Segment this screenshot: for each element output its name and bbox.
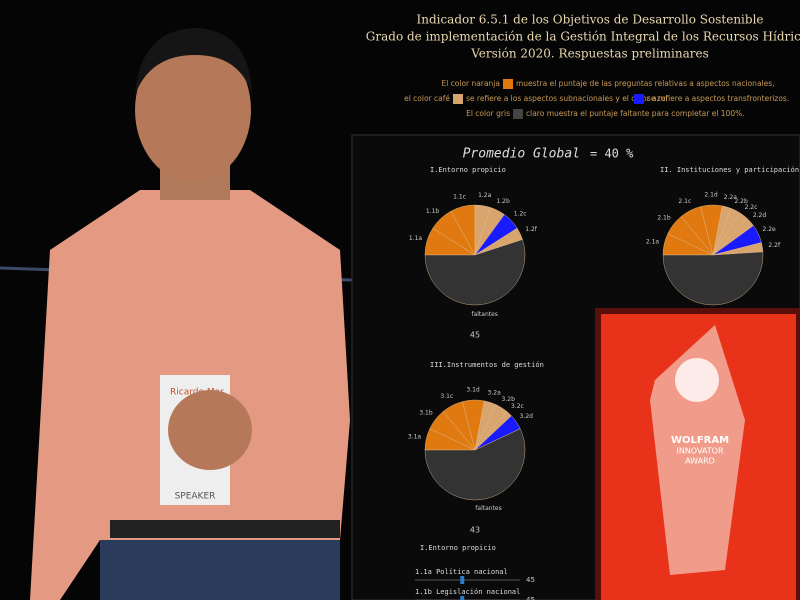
slice-label: 3.2a [488,389,502,396]
pie-title: II. Instituciones y participación [660,166,799,174]
slice-label: 2.1b [657,215,671,222]
slice-label: 1.2b [496,198,510,205]
legend-swatch [634,94,644,104]
header-line: Indicador 6.5.1 de los Objetivos de Desa… [416,13,763,27]
header-line: Versión 2020. Respuestas preliminares [470,47,709,61]
slice-label: 1.1a [409,235,423,242]
hair [135,28,252,95]
legend-text: se refiere a los aspectos subnacionales … [466,94,668,103]
crystal [650,325,745,575]
row-value: 45 [526,576,535,584]
row-slider [460,576,465,584]
pie-slice [424,428,526,501]
slice-label: 3.1c [440,393,453,400]
slice-label: 3.1d [466,387,480,394]
row-value: 45 [526,596,535,600]
slice-label: 3.2c [511,403,524,410]
legend-swatch [453,94,463,104]
slice-label: faltantes [475,505,501,512]
legend-text: El color naranja [441,79,500,88]
pie-score: 43 [470,526,480,535]
global-value: = 40 % [590,147,634,161]
slice-label: 2.2a [724,194,738,201]
legend-swatch [513,109,523,119]
slice-label: 2.1a [646,238,660,245]
slice-label: 2.2f [768,242,781,249]
hands [168,390,252,470]
slice-label: 1.2f [525,226,538,233]
legend-swatch [503,79,513,89]
slice-label: 1.2a [478,192,492,199]
pie-title: III.Instrumentos de gestión [430,361,544,369]
slice-label: faltantes [471,311,497,318]
award-text: AWARD [685,457,715,466]
legend-text: el color café [404,94,450,103]
slice-label: 2.1c [678,198,691,205]
slice-label: 1.1b [426,208,440,215]
slice-label: 2.1d [704,192,718,199]
slice-label: 3.1b [419,410,433,417]
award-text: INNOVATOR [676,447,723,456]
legend-text: El color gris [466,109,510,118]
slice-label: 2.2e [762,226,776,233]
row-label: 1.1a Política nacional [415,568,508,576]
belt [110,520,340,538]
legend-text: claro muestra el puntaje faltante para c… [526,109,745,118]
award-text: WOLFRAM [671,435,729,446]
slice-label: 3.2b [502,396,516,403]
header-line: Grado de implementación de la Gestión In… [366,30,800,44]
legend-text: muestra el puntaje de las preguntas rela… [516,79,775,88]
face [135,38,251,182]
row-label: 1.1b Legislación nacional [415,588,520,596]
slice-label: 3.2d [520,413,534,420]
badge-role: SPEAKER [175,492,216,502]
row-slider [460,596,465,600]
slice-label: 1.2c [514,210,527,217]
pie-title: I.Entorno propicio [430,166,506,174]
global-label: Promedio Global [463,147,580,162]
slice-label: 2.2c [745,204,758,211]
pie-score: 45 [470,331,480,340]
pie-slice [424,239,526,306]
legend-text: se refiere a aspectos transfronterizos. [647,94,789,103]
slice-label: 3.1a [408,433,422,440]
crystal-star [675,358,719,402]
slice-label: 2.2d [753,212,767,219]
detail-title: I.Entorno propicio [420,544,496,552]
slice-label: 1.1c [453,193,466,200]
pie-slice [662,251,764,306]
slice-label: 2.2b [734,198,748,205]
